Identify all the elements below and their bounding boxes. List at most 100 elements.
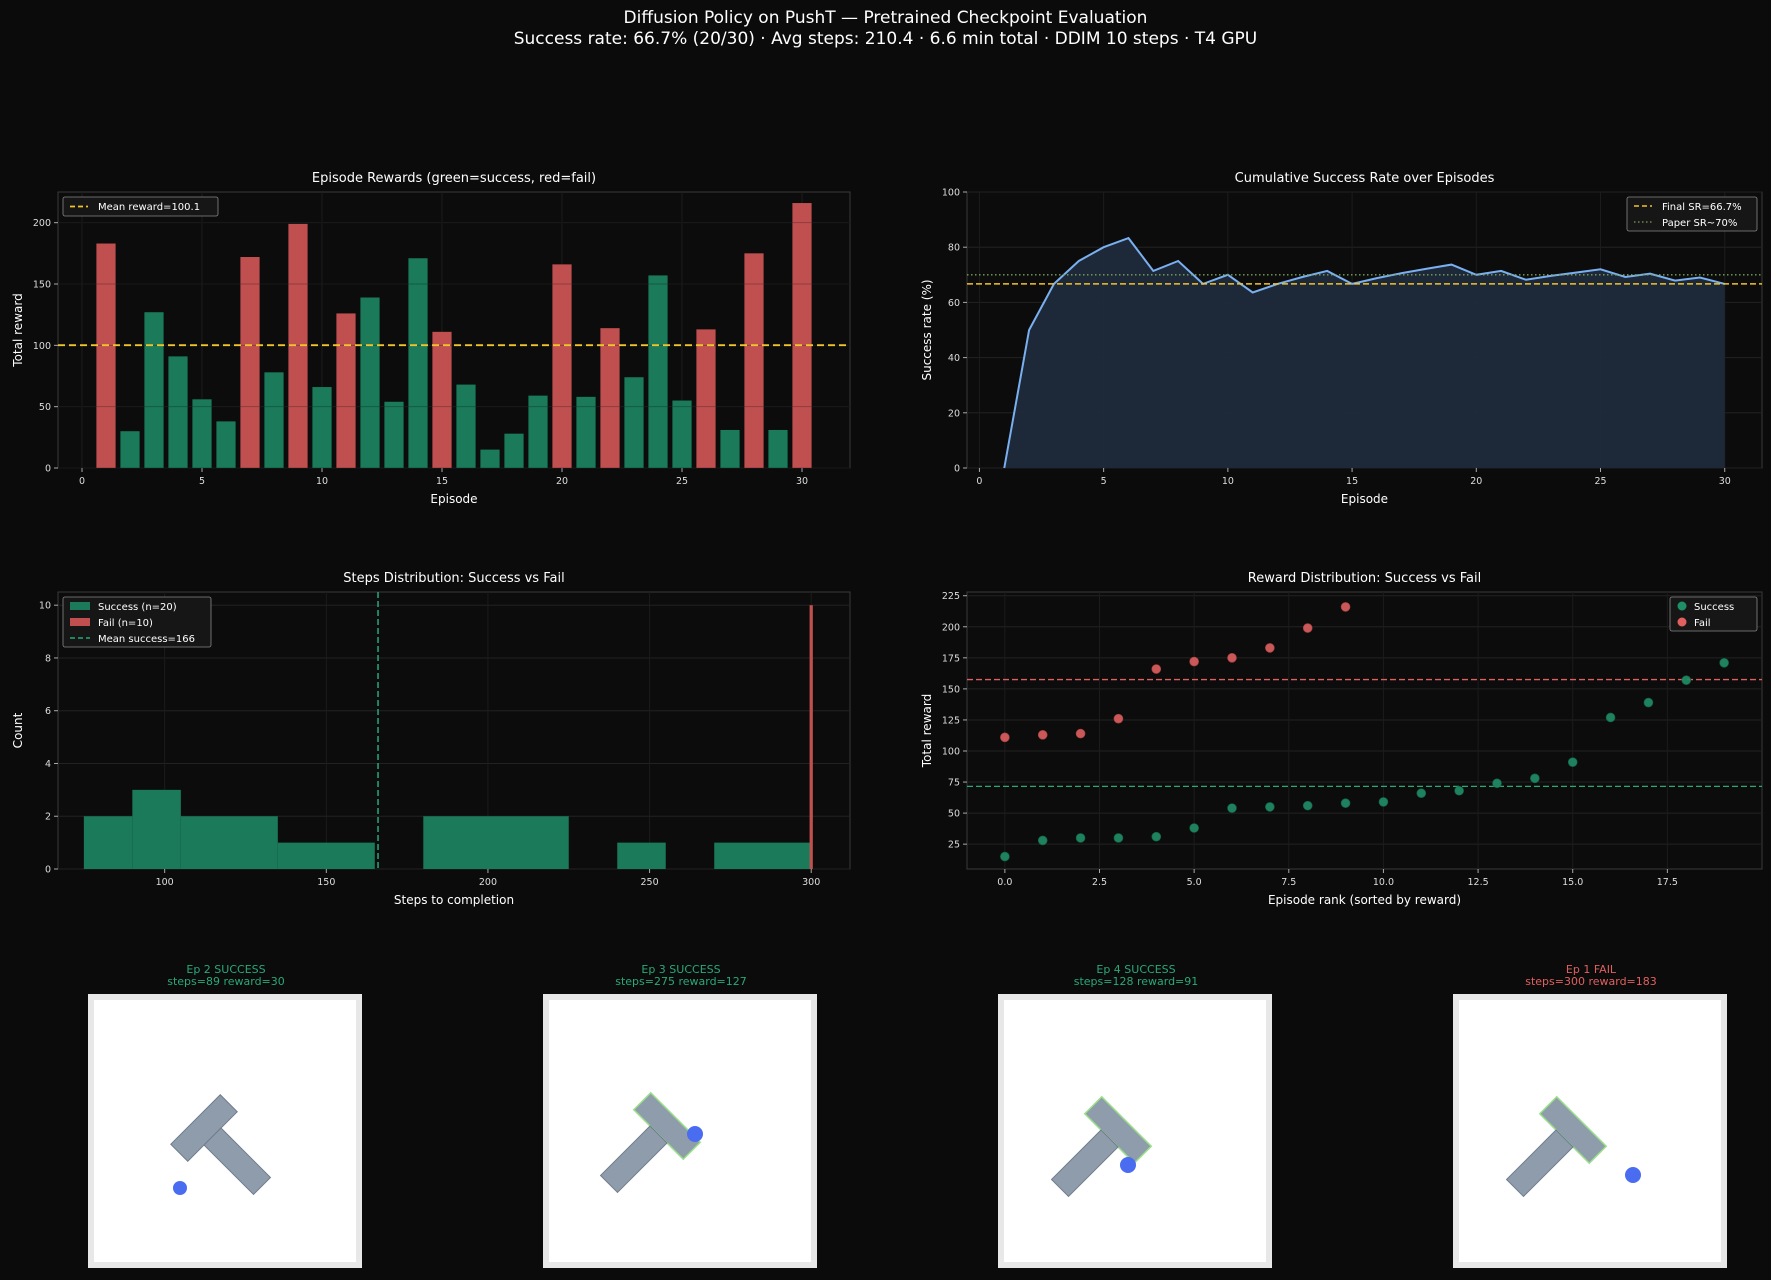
fail-point <box>1227 653 1237 663</box>
y-tick-label: 50 <box>948 809 960 820</box>
success-point <box>1075 833 1086 843</box>
y-tick-label: 60 <box>948 298 960 309</box>
reward-bar <box>792 203 812 469</box>
x-tick-label: 10.0 <box>1373 877 1394 888</box>
y-tick-label: 25 <box>948 840 960 851</box>
episode-2-caption: Ep 2 SUCCESS steps=89 reward=30 <box>76 964 376 988</box>
episode-3-caption: Ep 3 SUCCESS steps=275 reward=127 <box>531 964 831 988</box>
y-tick-label: 0 <box>45 865 51 876</box>
success-hist-bar <box>180 816 278 869</box>
y-tick-label: 175 <box>942 653 960 664</box>
x-tick-label: 25 <box>676 476 688 487</box>
y-tick-label: 0 <box>954 464 960 475</box>
legend-box <box>62 596 212 648</box>
x-tick-label: 250 <box>641 877 659 888</box>
episode-4-label: Ep 4 SUCCESS <box>1096 963 1176 976</box>
y-tick-label: 150 <box>33 280 51 291</box>
x-tick-label: 0 <box>976 476 982 487</box>
fail-point <box>1151 664 1162 674</box>
legend-success-swatch <box>70 602 90 610</box>
legend-fail-swatch <box>70 618 90 626</box>
reward-bar <box>552 264 572 468</box>
y-axis-label: Total reward <box>920 694 934 768</box>
legend-fail-swatch <box>1677 617 1687 627</box>
reward-bar <box>696 329 716 468</box>
reward-bar <box>744 253 764 468</box>
plot-area <box>57 191 851 469</box>
legend-fail-label: Fail <box>1694 618 1711 629</box>
y-tick-label: 20 <box>948 408 960 419</box>
success-point <box>1037 835 1048 846</box>
fail-point <box>1113 713 1124 724</box>
y-tick-label: 50 <box>39 402 51 413</box>
reward-bar <box>624 377 644 468</box>
reward-bar <box>216 421 236 468</box>
y-tick-label: 80 <box>948 243 960 254</box>
legend-box <box>1669 596 1758 632</box>
success-point <box>1227 803 1237 813</box>
episode-1-label: Ep 1 FAIL <box>1565 963 1617 976</box>
y-tick-label: 4 <box>45 759 51 770</box>
x-tick-label: 15 <box>1346 476 1358 487</box>
success-point <box>1000 851 1010 862</box>
success-point <box>1719 658 1729 668</box>
reward-bar <box>408 258 428 468</box>
fail-point <box>1265 643 1275 653</box>
episode-2-stats: steps=89 reward=30 <box>167 975 285 988</box>
x-tick-label: 20 <box>556 476 568 487</box>
reward-bar <box>144 312 164 468</box>
reward-bar <box>480 449 500 468</box>
x-tick-label: 300 <box>802 877 820 888</box>
steps-chart-title: Steps Distribution: Success vs Fail <box>343 571 565 586</box>
fail-point <box>1037 730 1048 740</box>
y-tick-label: 2 <box>45 812 51 823</box>
fail-point <box>1000 732 1010 743</box>
success-hist-bar <box>617 842 666 869</box>
success-point <box>1378 797 1389 807</box>
success-point <box>1340 798 1351 808</box>
x-tick-label: 15 <box>436 476 448 487</box>
x-tick-label: 30 <box>796 476 808 487</box>
legend-mean-label: Mean success=166 <box>98 634 195 645</box>
x-tick-label: 0 <box>79 476 85 487</box>
episode-4-stats: steps=128 reward=91 <box>1073 975 1199 988</box>
reward-bar <box>264 372 284 468</box>
episode-1-frame <box>1453 994 1727 1268</box>
x-tick-label: 7.5 <box>1281 877 1296 888</box>
x-axis-label: Steps to completion <box>394 893 514 907</box>
reward-bar <box>720 429 740 468</box>
x-tick-label: 2.5 <box>1092 877 1107 888</box>
success-point <box>1113 833 1124 843</box>
legend-fail-label: Fail (n=10) <box>98 618 153 629</box>
pusht-scene-icon <box>599 1091 703 1194</box>
episode-2-frame <box>88 994 362 1268</box>
x-tick-label: 5 <box>1101 476 1107 487</box>
fail-point <box>1302 623 1313 633</box>
y-tick-label: 100 <box>33 341 51 352</box>
x-tick-label: 25 <box>1594 476 1606 487</box>
x-axis-label: Episode <box>430 492 477 506</box>
x-tick-label: 5 <box>199 476 205 487</box>
y-tick-label: 125 <box>942 715 960 726</box>
x-axis-label: Episode <box>1341 492 1388 506</box>
y-tick-label: 150 <box>942 684 960 695</box>
y-tick-label: 200 <box>942 622 960 633</box>
reward-bar <box>456 384 476 468</box>
reward-bar <box>96 243 116 468</box>
fail-point <box>1340 602 1351 612</box>
success-point <box>1416 788 1427 799</box>
reward-bar <box>648 275 668 468</box>
y-axis-label: Count <box>11 712 25 748</box>
success-point <box>1189 823 1199 833</box>
success-area <box>1004 238 1725 468</box>
fail-hist-bar <box>809 605 813 869</box>
x-axis-label: Episode rank (sorted by reward) <box>1268 893 1461 907</box>
legend-success-swatch <box>1677 601 1687 611</box>
y-tick-label: 10 <box>39 601 51 612</box>
episode-4-frame <box>998 994 1272 1268</box>
success-hist-bar <box>423 816 569 869</box>
reward-bar <box>240 257 260 468</box>
x-tick-label: 17.5 <box>1657 877 1678 888</box>
success-point <box>1492 778 1502 789</box>
reward-bar <box>432 331 452 468</box>
